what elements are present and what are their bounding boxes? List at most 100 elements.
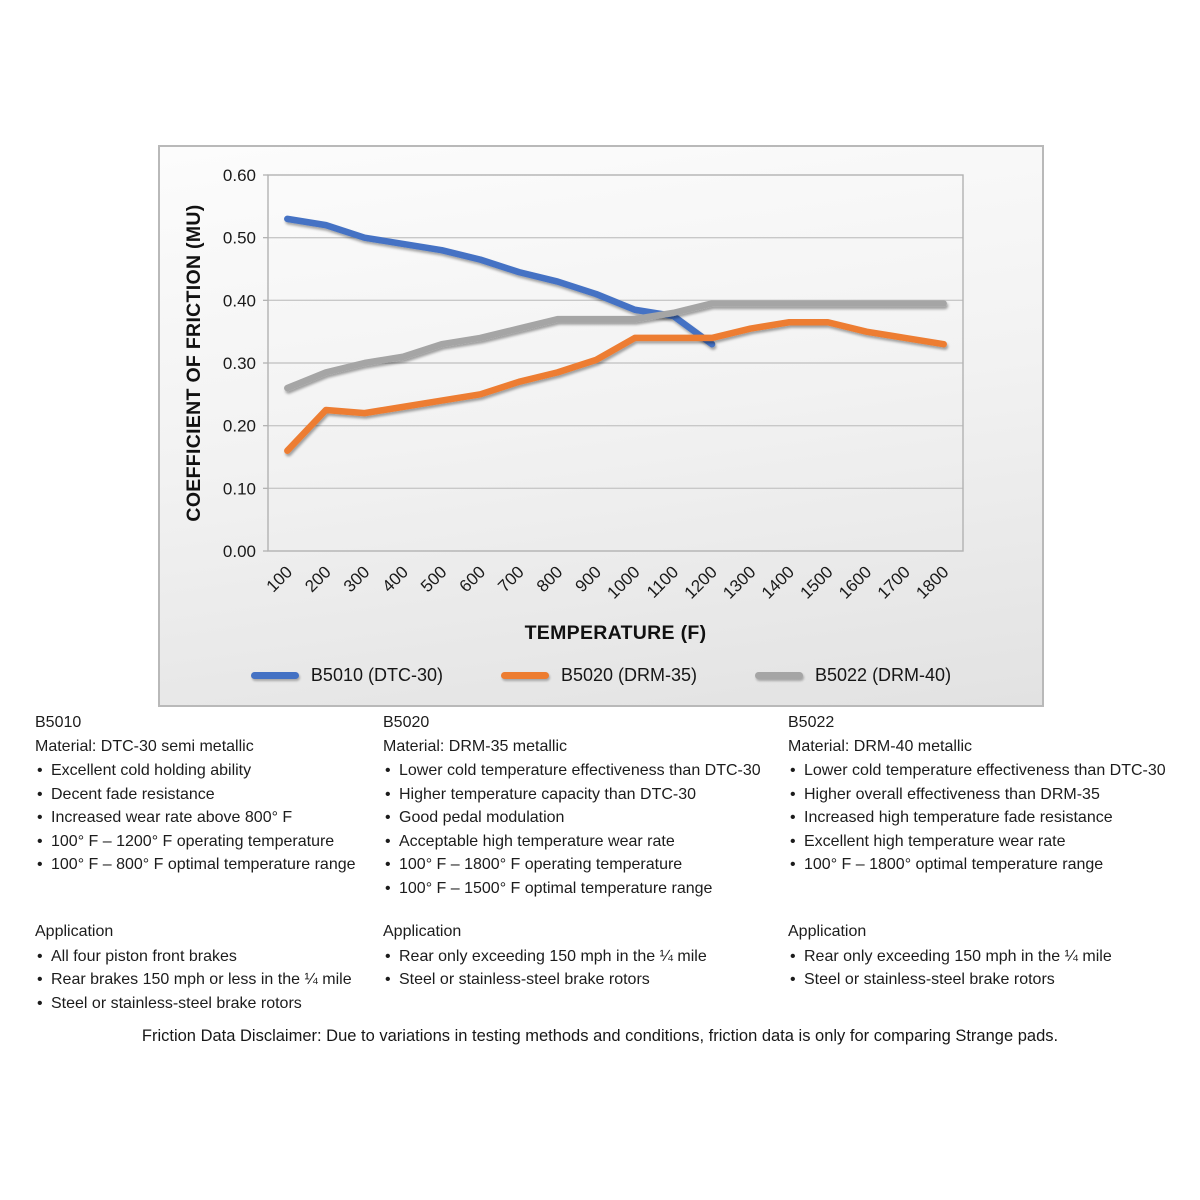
bullet-dot: • [790,762,796,779]
application-section: Application • Rear only exceeding 150 mph … [788,920,1112,992]
legend-label: B5010 (DTC-30) [310,665,443,685]
spec-column-B5020: B5020 Material: DRM-35 metallic • Lower col… [383,711,785,988]
legend-item-B5010: B5010 (DTC-30) [250,665,443,686]
bullet-dot: • [790,809,796,826]
application-bullet: • Steel or stainless-steel brake rotors [35,992,352,1016]
x-tick-label: 300 [340,562,373,595]
bullet-dot: • [790,971,796,988]
x-tick-label: 1100 [643,562,682,601]
legend-line-swatch [500,672,549,679]
plot-area-border [267,174,964,552]
bullet-dot: • [37,809,43,826]
application-bullet: • Steel or stainless-steel brake rotors [383,968,707,992]
series-line-B5010 [284,215,716,348]
feature-text: Acceptable high temperature wear rate [399,832,675,850]
bullet-dot: • [385,971,391,988]
friction-data-disclaimer: Friction Data Disclaimer: Due to variati… [141,1027,1059,1045]
application-text: Steel or stainless-steel brake rotors [399,971,650,988]
application-bullet: • Rear only exceeding 150 mph in the ¼ mi… [383,945,707,969]
bullet-dot: • [37,785,43,803]
x-tick-label: 600 [456,562,489,595]
feature-text: 100° F – 1800° optimal temperature range [804,856,1104,873]
x-tick-label: 100 [263,562,296,595]
feature-text: 100° F – 1200° F operating temperature [51,832,335,850]
feature-bullet: • Increased wear rate above 800° F [35,806,380,830]
application-text: Steel or stainless-steel brake rotors [51,994,302,1012]
material-line: Material: DRM-35 metallic [383,737,568,755]
bullet-dot: • [385,879,391,897]
legend-item-B5022: B5022 (DRM-40) [755,665,951,686]
product-id: B5020 [383,714,430,731]
bullet-dot: • [385,785,391,803]
x-tick-label: 1600 [835,562,875,602]
application-text: Rear only exceeding 150 mph in the ¼ mil… [399,947,707,965]
y-tick-label: 0.20 [223,417,256,436]
bullet-dot: • [37,856,43,873]
spec-column-B5022: B5022 Material: DRM-40 metallic • Lower col… [788,711,1190,988]
application-bullet: • Steel or stainless-steel brake rotors [788,968,1112,992]
x-tick-label: 1200 [681,562,721,602]
product-id: B5022 [788,714,835,731]
application-text: All four piston front brakes [51,947,237,965]
application-text: Steel or stainless-steel brake rotors [804,971,1055,988]
feature-text: 100° F – 800° F optimal temperature rang… [51,856,356,873]
application-bullet: • Rear only exceeding 150 mph in the ¼ mi… [788,945,1112,969]
application-list: • Rear only exceeding 150 mph in the ¼ mi… [788,945,1112,992]
legend-label: B5020 (DRM-35) [560,665,698,685]
chart-legend: B5010 (DTC-30) B5020 (DRM-35) B5022 (DRM-4… [160,665,1042,686]
bullet-dot: • [790,832,796,850]
feature-text: Decent fade resistance [51,785,215,803]
feature-text: Increased high temperature fade resistan… [804,809,1113,826]
feature-bullet: • Higher overall effectiveness than DRM-3… [788,783,1190,807]
x-tick-label: 700 [494,562,527,595]
feature-bullet: • Decent fade resistance [35,783,380,807]
feature-text: Increased wear rate above 800° F [51,809,293,826]
friction-chart-panel: 0.00 0.10 0.20 0.30 0.40 0.50 0.60 100 200 300 400… [158,145,1044,707]
series-line-B5020 [284,319,947,454]
x-tick-label: 200 [301,562,334,595]
application-text: Rear brakes 150 mph or less in the ¼ mil… [51,971,352,988]
bullet-dot: • [385,809,391,826]
application-bullet: • All four piston front brakes [35,945,352,969]
application-section: Application • All four piston front brakes… [35,920,352,1015]
legend-line-swatch [755,672,804,679]
bullet-dot: • [385,947,391,965]
feature-text: Lower cold temperature effectiveness tha… [804,762,1166,779]
feature-text: Excellent high temperature wear rate [804,832,1066,850]
x-axis-title: TEMPERATURE (F) [525,622,707,644]
bullet-dot: • [37,994,43,1012]
bullet-dot: • [37,832,43,850]
feature-bullet: • Good pedal modulation [383,806,785,830]
feature-list: • Lower cold temperature effectiveness th… [383,759,785,900]
feature-bullet: • Lower cold temperature effectiveness th… [788,759,1190,783]
y-axis-title: COEFFICIENT OF FRICTION (MU) [183,204,205,521]
feature-bullet: • 100° F – 1800° F operating temperature [383,853,785,877]
legend-label: B5022 (DRM-40) [815,665,952,685]
application-section: Application • Rear only exceeding 150 mph … [383,920,707,992]
x-tick-label: 1500 [797,562,837,602]
feature-bullet: • 100° F – 800° F optimal temperature ran… [35,853,380,877]
feature-text: Good pedal modulation [399,809,565,826]
feature-bullet: • Higher temperature capacity than DTC-30 [383,783,785,807]
feature-bullet: • 100° F – 1200° F operating temperature [35,830,380,854]
bullet-dot: • [37,971,43,988]
application-list: • All four piston front brakes • Rear brake… [35,945,352,1016]
bullet-dot: • [790,947,796,965]
y-tick-label: 0.40 [223,291,256,310]
feature-list: • Lower cold temperature effectiveness th… [788,759,1190,877]
legend-line-swatch [250,672,299,679]
feature-bullet: • 100° F – 1500° F optimal temperature ra… [383,877,785,901]
application-title: Application [788,923,867,940]
x-tick-label: 800 [533,562,566,595]
feature-text: 100° F – 1500° F optimal temperature ran… [399,879,713,897]
feature-text: Lower cold temperature effectiveness tha… [399,762,761,779]
bullet-dot: • [37,762,43,779]
friction-line-chart: 0.00 0.10 0.20 0.30 0.40 0.50 0.60 100 200 300 400… [183,166,964,644]
series-line-B5022 [284,300,947,392]
application-text: Rear only exceeding 150 mph in the ¼ mil… [804,947,1112,965]
material-line: Material: DRM-40 metallic [788,737,973,755]
x-tick-label: 900 [572,562,605,595]
bullet-dot: • [37,947,43,965]
feature-text: Higher temperature capacity than DTC-30 [399,785,697,803]
